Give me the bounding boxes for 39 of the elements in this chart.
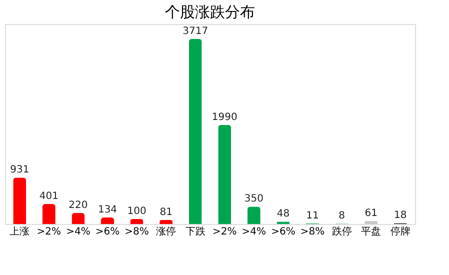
- chart-title: 个股涨跌分布: [165, 3, 255, 21]
- bar: [72, 213, 85, 224]
- data-label: 1990: [212, 112, 238, 123]
- data-label: 931: [10, 164, 30, 176]
- x-tick-label: >8%: [124, 226, 149, 238]
- bar: [101, 217, 114, 224]
- x-tick-label: >2%: [36, 226, 62, 238]
- x-tick-label: 跌停: [332, 226, 352, 238]
- data-label: 8: [338, 210, 345, 222]
- x-tick-label: >6%: [95, 226, 120, 238]
- x-tick-label: >6%: [271, 226, 296, 238]
- data-label: 18: [394, 210, 407, 222]
- bar: [188, 38, 202, 224]
- bar: [218, 124, 232, 224]
- data-label: 11: [306, 210, 319, 222]
- x-tick-label: >4%: [242, 226, 266, 238]
- x-tick-label: 下跌: [185, 226, 206, 238]
- data-label: 350: [244, 194, 264, 205]
- bar: [160, 220, 173, 224]
- x-tick-label: 上涨: [10, 226, 30, 238]
- bar: [42, 204, 56, 224]
- data-label: 81: [160, 206, 172, 218]
- x-tick-label: 平盘: [361, 226, 382, 238]
- data-label: 100: [127, 206, 146, 218]
- x-tick-label: >2%: [212, 226, 237, 238]
- x-tick-label: >8%: [300, 226, 325, 238]
- data-label: 48: [276, 208, 290, 220]
- data-label: 134: [98, 204, 118, 216]
- x-tick-label: 停牌: [390, 226, 410, 238]
- x-tick-label: >4%: [66, 226, 90, 238]
- data-label: 61: [364, 208, 378, 219]
- x-tick-label: 涨停: [156, 226, 176, 238]
- bar: [13, 178, 26, 224]
- bar: [247, 206, 260, 224]
- bar: [130, 219, 144, 224]
- data-label: 3717: [182, 26, 208, 37]
- bar: [364, 220, 378, 224]
- data-label: 401: [39, 191, 58, 202]
- data-label: 220: [68, 200, 88, 212]
